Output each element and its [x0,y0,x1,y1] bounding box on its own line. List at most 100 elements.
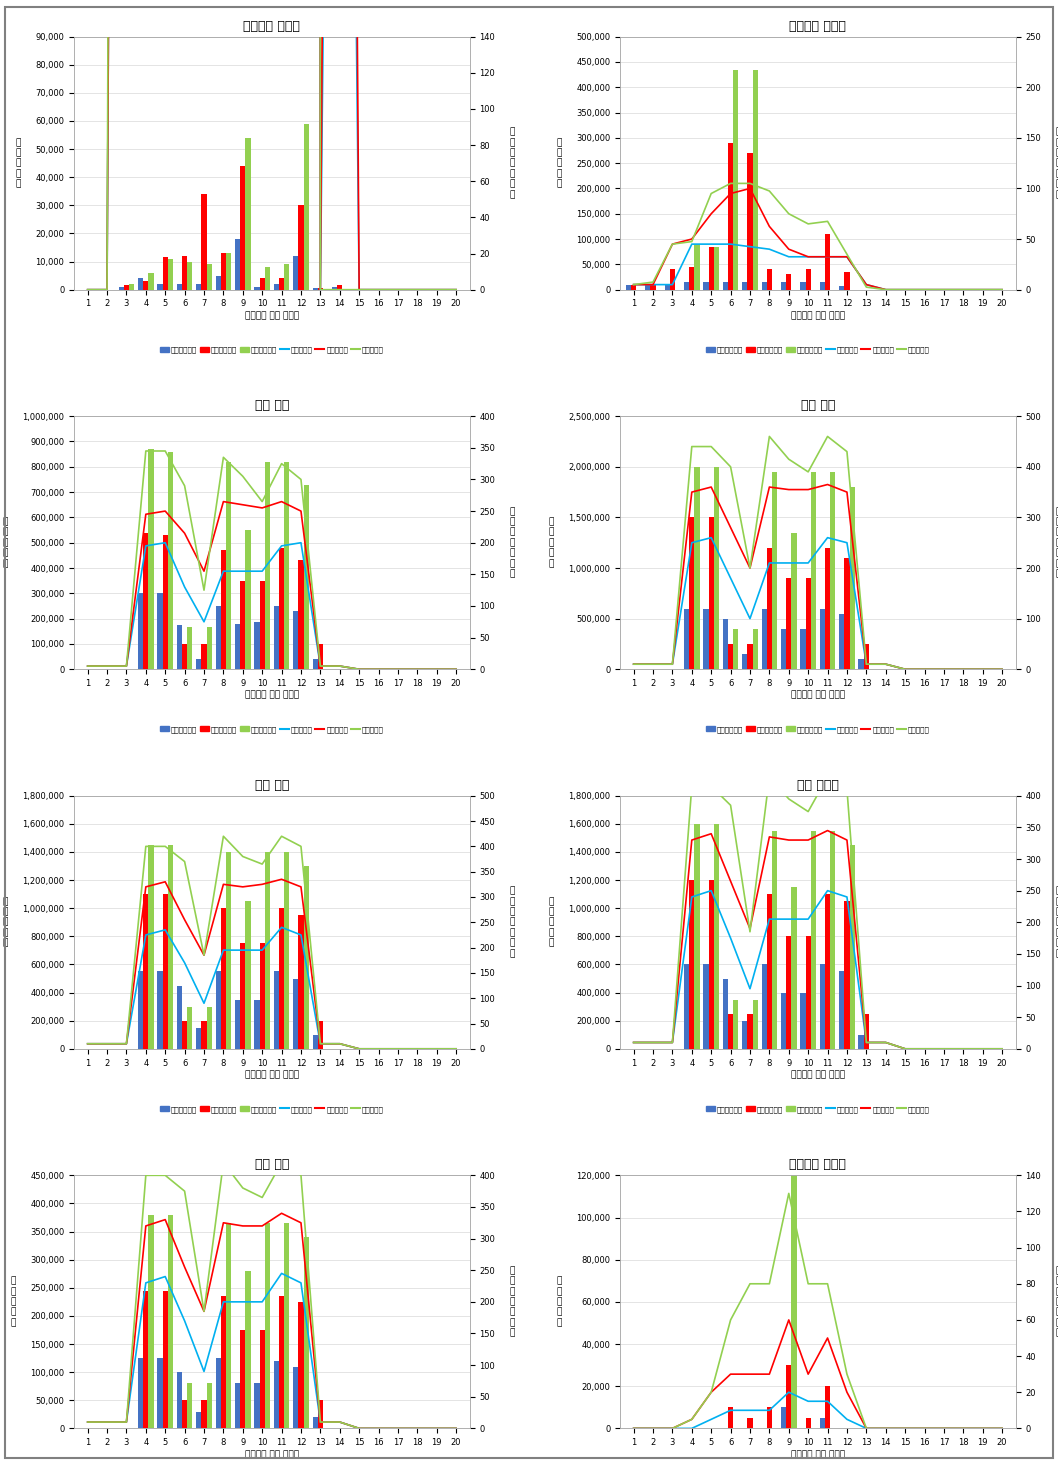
Bar [304,485,309,670]
Bar [767,894,772,1049]
Bar [168,451,174,670]
X-axis label: 동네예보 시간 데이터: 동네예보 시간 데이터 [790,1071,845,1080]
Bar [293,1367,298,1428]
Bar [332,287,338,290]
Bar [201,1021,206,1049]
Bar [177,626,182,670]
Bar [259,278,264,290]
Bar [805,270,810,290]
Bar [742,653,747,670]
Bar [254,999,259,1049]
Bar [786,1365,791,1428]
Bar [124,286,129,290]
Bar [240,166,245,290]
Bar [752,69,758,290]
Bar [631,284,636,290]
Bar [274,284,279,290]
Bar [728,645,733,670]
Bar [683,608,689,670]
Bar [825,1386,831,1428]
Bar [216,275,221,290]
Bar [825,894,831,1049]
Bar [781,283,786,290]
Bar [781,628,786,670]
Bar [858,659,863,670]
Bar [148,450,153,670]
Bar [163,535,168,670]
Bar [689,517,694,670]
Bar [163,1291,168,1428]
Bar [279,278,285,290]
Bar [791,1175,797,1428]
Bar [839,286,844,290]
Y-axis label: 예
측
피
해
액: 예 측 피 해 액 [549,517,554,568]
Bar [714,246,719,290]
Bar [304,123,309,290]
Legend: 최소총피해액, 중간총피해액, 최대총피해액, 최소강수량, 중간강수량, 최대강수량: 최소총피해액, 중간총피해액, 최대총피해액, 최소강수량, 중간강수량, 최대… [157,724,386,735]
Bar [694,245,699,290]
Bar [762,964,767,1049]
Bar [279,908,285,1049]
Bar [196,1411,201,1428]
Bar [259,580,264,670]
Title: 울산 동구: 울산 동구 [801,400,835,412]
Bar [226,461,232,670]
Bar [274,971,279,1049]
Bar [767,270,772,290]
Bar [206,1383,212,1428]
Bar [148,1214,153,1428]
Bar [206,264,212,290]
Bar [825,548,831,670]
Bar [850,486,855,670]
Bar [235,624,240,670]
Y-axis label: 예
측
피
해
액: 예 측 피 해 액 [557,138,562,189]
Title: 전라남도 영암군: 전라남도 영암군 [243,19,300,32]
Bar [298,561,304,670]
Legend: 최소총피해액, 중간총피해액, 최대총피해액, 최소강수량, 중간강수량, 최대강수량: 최소총피해액, 중간총피해액, 최대총피해액, 최소강수량, 중간강수량, 최대… [704,1103,933,1115]
Bar [163,894,168,1049]
Bar [709,880,714,1049]
Bar [723,618,728,670]
Bar [182,1401,187,1428]
Bar [274,607,279,670]
Bar [259,943,264,1049]
Bar [264,1223,270,1428]
Y-axis label: 예
측
피
해
액: 예 측 피 해 액 [557,1276,562,1327]
Bar [781,993,786,1049]
Bar [747,152,752,290]
Bar [312,1034,317,1049]
Bar [800,628,805,670]
Bar [820,1418,825,1428]
Bar [216,607,221,670]
X-axis label: 동네예보 시간 데이터: 동네예보 시간 데이터 [790,690,845,700]
Y-axis label: 동
네
예
보
강
수
량: 동 네 예 보 강 수 량 [509,127,514,199]
Bar [138,971,143,1049]
Bar [221,253,226,290]
Bar [312,1417,317,1428]
Bar [664,284,670,290]
Bar [254,623,259,670]
Bar [143,281,148,290]
Bar [858,1034,863,1049]
Bar [168,845,174,1049]
Bar [298,916,304,1049]
Title: 전라남도 완도군: 전라남도 완도군 [789,19,846,32]
Bar [670,270,675,290]
Bar [786,274,791,290]
Bar [293,256,298,290]
Bar [235,999,240,1049]
Bar [158,593,163,670]
Y-axis label: 예
측
피
해
액: 예 측 피 해 액 [16,138,21,189]
Y-axis label: 동
네
예
보
강
수
량: 동 네 예 보 강 수 량 [509,886,514,958]
Bar [338,286,343,290]
Bar [752,628,758,670]
Bar [285,264,290,290]
Bar [747,1418,752,1428]
Bar [168,1214,174,1428]
Bar [704,283,709,290]
Bar [245,138,251,290]
Bar [839,614,844,670]
Bar [831,472,836,670]
Bar [235,1383,240,1428]
Bar [216,971,221,1049]
